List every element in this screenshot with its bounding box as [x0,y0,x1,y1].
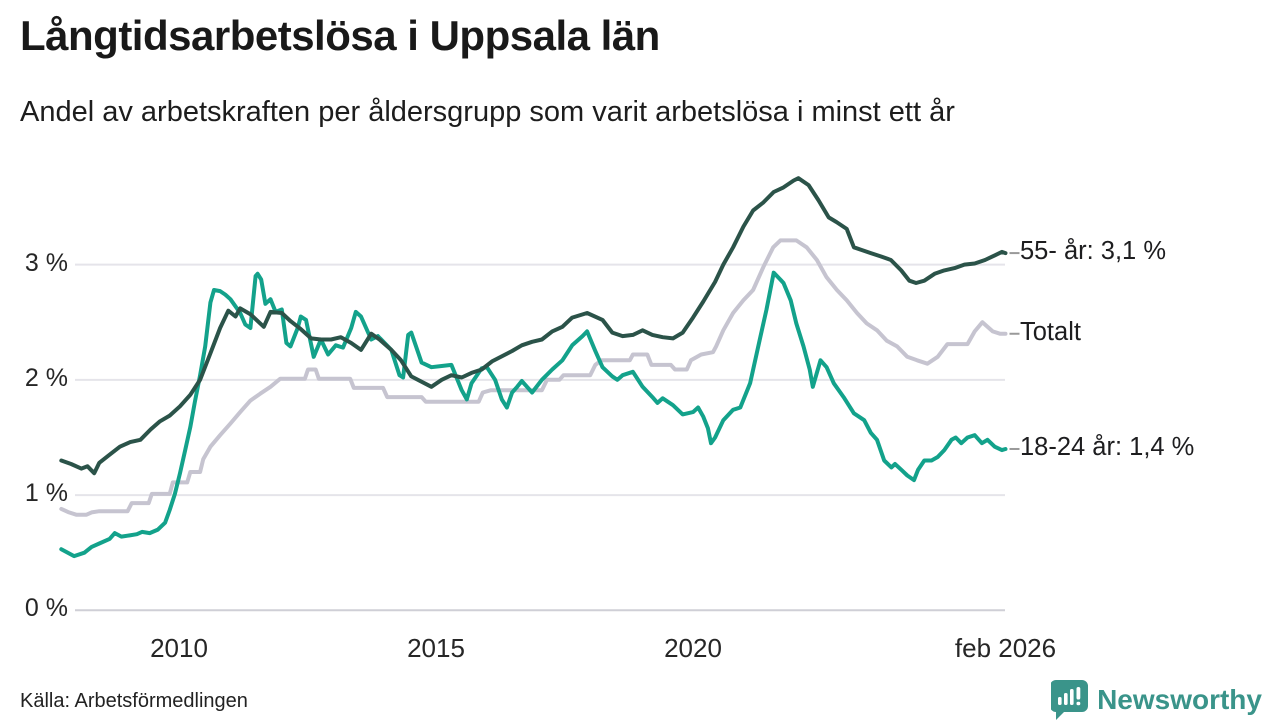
end-label-55plus: 55- år: 3,1 % [1020,237,1166,266]
exclamation-dot [1076,701,1081,706]
y-tick-label-2pct: 2 % [24,363,68,392]
speech-bubble-shape [1051,680,1089,720]
x-tick-label-2015: 2015 [407,633,465,663]
newsworthy-logo-icon [1051,680,1089,720]
end-label-youth: 18-24 år: 1,4 % [1020,432,1195,461]
end-label-total: Totalt [1020,317,1081,346]
brand-wordmark: Newsworthy [1097,684,1262,715]
bar-chart-glyph [1058,687,1081,706]
series-line-youth [59,270,1008,559]
series-line-55plus [59,176,1008,476]
series-line-total [59,238,1008,517]
source-caption: Källa: Arbetsförmedlingen [20,690,248,712]
x-tick-label-2020: 2020 [664,633,722,663]
y-tick-label-0pct: 0 % [24,594,68,623]
y-tick-label-1pct: 1 % [24,479,68,508]
chart-subtitle: Andel av arbetskraften per åldersgrupp s… [20,96,955,128]
x-tick-label-feb-2026: feb 2026 [954,633,1057,663]
newsworthy-branding: Newsworthy [1051,680,1262,720]
x-tick-label-2010: 2010 [150,633,208,663]
page-title: Långtidsarbetslösa i Uppsala län [20,12,660,59]
y-tick-label-3pct: 3 % [24,248,68,277]
exclamation-bar [1076,687,1081,700]
